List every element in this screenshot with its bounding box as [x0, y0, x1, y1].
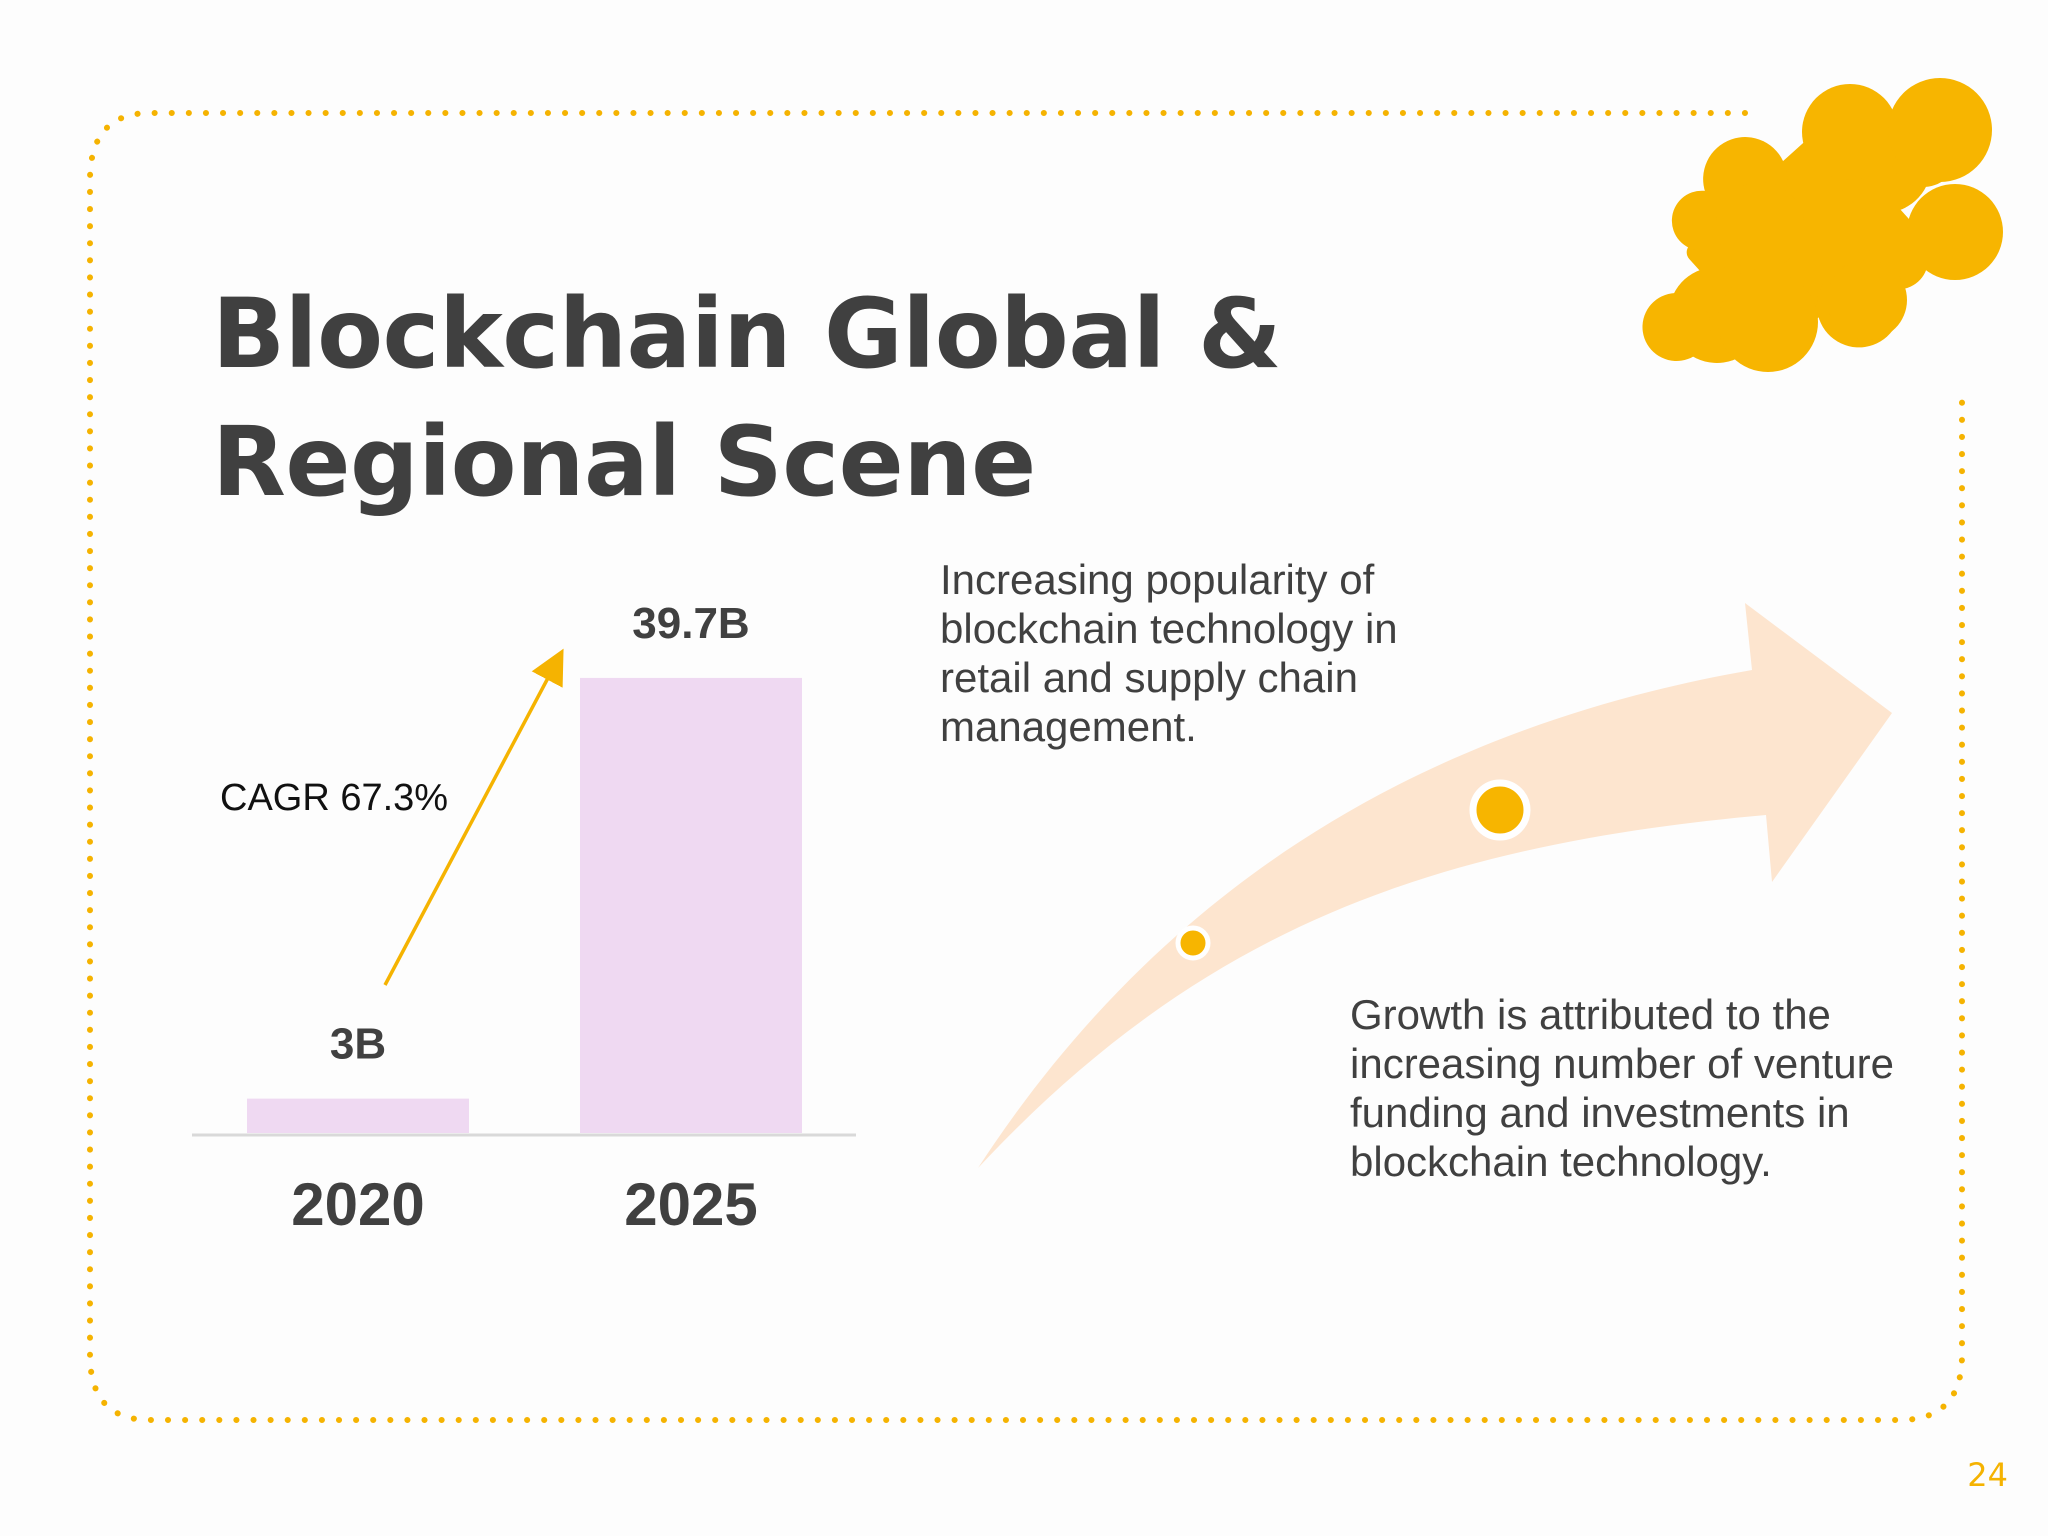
bar-value-label-2020: 3B	[330, 1020, 386, 1069]
growth-arrow-shape	[978, 603, 1892, 1168]
bar-2025	[580, 677, 802, 1133]
growth-dot-large	[1469, 779, 1531, 841]
bar-value-label-2025: 39.7B	[632, 599, 749, 648]
growth-dot-small	[1175, 925, 1211, 961]
category-label-2020: 2020	[291, 1171, 424, 1238]
text-growth-attribution: Growth is attributed to the increasing n…	[1350, 991, 1894, 1185]
bar-2020	[247, 1098, 469, 1133]
dotted-border	[87, 110, 1965, 1423]
text-retail-supply-chain: Increasing popularity of blockchain tech…	[940, 556, 1398, 750]
category-label-2025: 2025	[624, 1171, 757, 1238]
page-number: 24	[1967, 1456, 2008, 1494]
page-title: Blockchain Global & Regional Scene	[212, 278, 1282, 518]
cagr-arrow	[383, 648, 564, 986]
cagr-label: CAGR 67.3%	[220, 777, 448, 819]
